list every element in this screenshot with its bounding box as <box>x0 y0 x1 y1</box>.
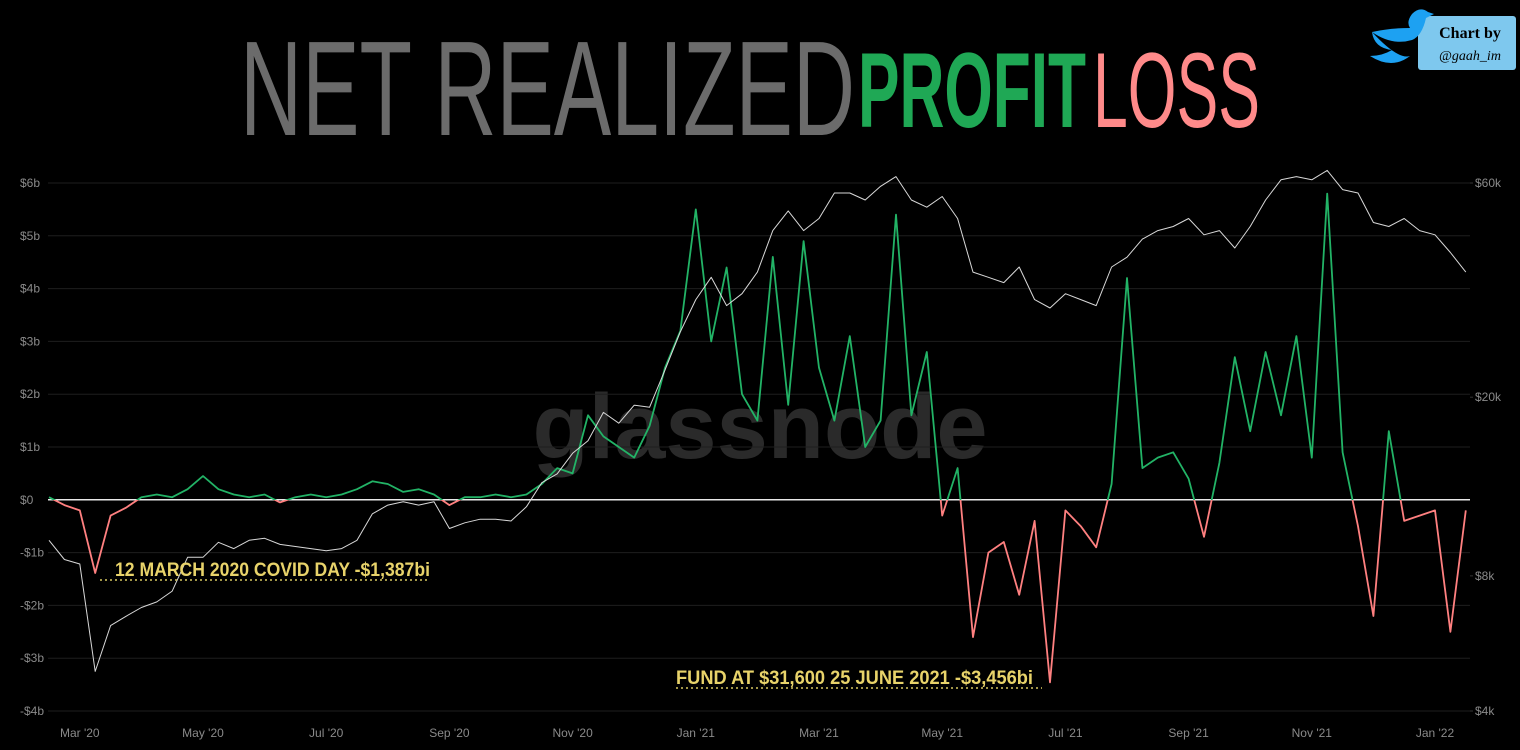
y-tick-label: -$1b <box>20 546 44 560</box>
badge: Chart by @gaah_im <box>1370 9 1516 70</box>
x-tick-label: Jan '22 <box>1416 726 1455 740</box>
x-tick-label: Jan '21 <box>677 726 716 740</box>
x-tick-label: Nov '20 <box>552 726 593 740</box>
y-tick-label: $3b <box>20 334 40 348</box>
x-tick-label: Sep '21 <box>1168 726 1209 740</box>
badge-box <box>1418 16 1516 70</box>
title-part: NET REALIZED <box>240 13 855 164</box>
x-tick-label: Mar '20 <box>60 726 100 740</box>
x-tick-label: Jul '20 <box>309 726 344 740</box>
x-tick-label: May '21 <box>921 726 963 740</box>
y2-tick-label: $4k <box>1475 704 1495 718</box>
x-tick-label: May '20 <box>182 726 224 740</box>
x-tick-label: Sep '20 <box>429 726 470 740</box>
series-line <box>48 169 1467 672</box>
badge-text: @gaah_im <box>1439 49 1501 64</box>
y-tick-label: $5b <box>20 229 40 243</box>
annotation: 12 MARCH 2020 COVID DAY -$1,387bi <box>115 560 430 581</box>
y-tick-label: $0 <box>20 493 34 507</box>
y2-tick-label: $20k <box>1475 390 1502 404</box>
plot: -$4b -$3b -$2b -$1b $0 $1b $2b $3b $4b $5b $6b $4k $… <box>20 169 1502 740</box>
y-tick-label: -$4b <box>20 704 44 718</box>
y-tick-label: -$3b <box>20 651 44 665</box>
annotation: FUND AT $31,600 25 JUNE 2021 -$3,456bi <box>676 668 1033 689</box>
bird-icon <box>1370 9 1434 63</box>
series-line <box>48 192 1467 684</box>
x-tick-label: Mar '21 <box>799 726 839 740</box>
title-part: PROFIT <box>858 30 1086 150</box>
title-part: LOSS <box>1093 30 1260 150</box>
x-tick-label: Nov '21 <box>1292 726 1333 740</box>
y-tick-label: -$2b <box>20 598 44 612</box>
badge-text: Chart by <box>1439 25 1501 42</box>
y2-tick-label: $60k <box>1475 176 1502 190</box>
y-tick-label: $2b <box>20 387 40 401</box>
x-tick-label: Jul '21 <box>1048 726 1083 740</box>
y2-tick-label: $8k <box>1475 569 1495 583</box>
y-tick-label: $4b <box>20 282 40 296</box>
y-tick-label: $1b <box>20 440 40 454</box>
y-tick-label: $6b <box>20 176 40 190</box>
